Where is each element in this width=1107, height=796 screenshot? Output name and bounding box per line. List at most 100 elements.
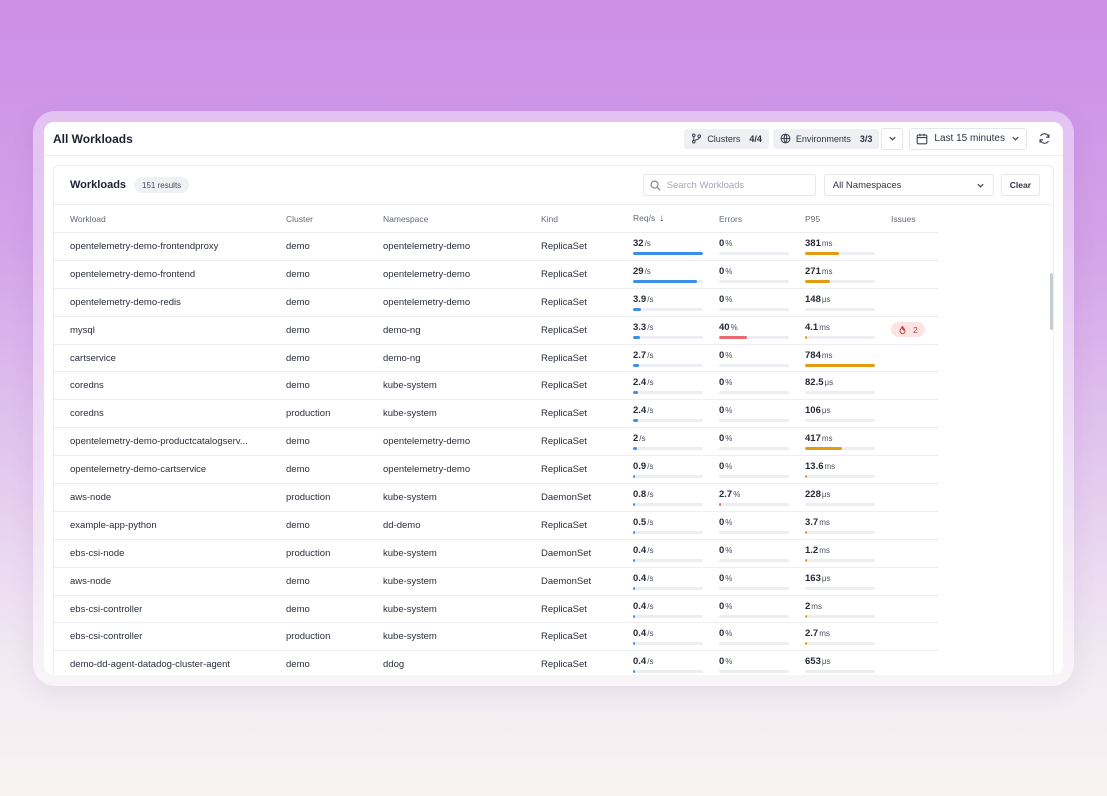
cluster-cell: demo [286,268,310,280]
column-header-workload[interactable]: Workload [70,213,106,224]
chevron-down-icon [977,183,984,188]
p95-latency-value: 381ms [805,238,875,249]
p95-latency-value: 2.7ms [805,628,875,639]
column-header-namespace[interactable]: Namespace [383,213,429,224]
time-range-picker[interactable]: Last 15 minutes [909,127,1027,150]
namespace-cell: opentelemetry-demo [383,240,471,252]
p95-latency-bar-track [805,307,875,311]
p95-latency-bar-fill [805,558,807,562]
column-header-cluster[interactable]: Cluster [286,213,313,224]
table-row[interactable]: opentelemetry-demo-cartservice demo opente… [54,456,939,485]
req-rate: 3.9/s [617,294,703,311]
table-row[interactable]: ebs-csi-controller demo kube-system Replica… [54,596,939,624]
namespace-cell: kube-system [383,575,437,587]
p95-latency-bar-track [805,642,875,646]
environments-filter[interactable]: Environments 3/3 [772,128,880,149]
p95-latency-unit: ms [811,601,822,611]
column-header-errors[interactable]: Errors [719,213,743,224]
req-rate-bar-track [633,363,703,367]
workloads-panel: Workloads 151 results All Namespaces Cle… [53,165,1054,675]
p95-latency-unit: ms [824,462,836,472]
req-rate-unit: /s [647,545,654,555]
req-rate-number: 0.4 [633,628,647,640]
p95-latency-bar-track [805,363,875,367]
req-rate-value: 0.5/s [633,517,703,528]
filter-expand-button[interactable] [881,127,904,150]
error-rate-number: 0 [719,516,725,528]
p95-latency-unit: ms [821,266,833,276]
kind-cell: DaemonSet [541,491,592,503]
error-rate: 40% [703,322,789,339]
table-row[interactable]: coredns production kube-system ReplicaSet 2.… [54,400,939,429]
error-rate-value: 0% [719,628,789,639]
req-rate: 32/s [617,238,703,255]
table-row[interactable]: coredns demo kube-system ReplicaSet 2.4/s 0% 8… [54,372,939,401]
p95-latency-bar-track [805,335,875,339]
error-rate-unit: % [725,462,733,472]
column-header-issues[interactable]: Issues [891,213,916,224]
column-header-reqs[interactable]: Req/s ↓ [617,213,703,224]
table-row[interactable]: opentelemetry-demo-redis demo opentelemetr… [54,289,939,317]
error-rate-bar-track [719,307,789,311]
req-rate-bar-track [633,279,703,283]
panel-title: Workloads [70,179,127,191]
cluster-cell: demo [286,296,310,308]
table-row[interactable]: example-app-python demo dd-demo ReplicaSet 0… [54,512,939,540]
error-rate-value: 0% [719,294,789,305]
clusters-filter[interactable]: Clusters 4/4 [684,128,769,149]
cluster-cell: demo [286,575,310,587]
req-rate: 0.4/s [617,628,703,646]
column-header-p95[interactable]: P95 [805,213,821,224]
table-row[interactable]: ebs-csi-node production kube-system DaemonS… [54,540,939,568]
req-rate-bar-fill [633,475,635,479]
p95-latency-number: 381 [805,237,821,249]
error-rate-unit: % [730,322,738,332]
table-row[interactable]: aws-node demo kube-system DaemonSet 0.4/s 0% 1… [54,568,939,596]
req-rate-number: 2.4 [633,377,647,389]
namespace-select[interactable]: All Namespaces [823,174,994,196]
search-input[interactable] [666,179,807,191]
refresh-button[interactable] [1033,128,1055,150]
p95-latency-bar-track [805,558,875,562]
issues-badge[interactable]: 2 [891,322,925,338]
req-rate: 2.4/s [617,405,703,423]
error-rate-bar-track [719,642,789,646]
clear-button[interactable]: Clear [1000,174,1040,196]
table-row[interactable]: ebs-csi-controller production kube-system R… [54,623,939,652]
table-row[interactable]: aws-node production kube-system DaemonSet 0.… [54,484,939,512]
p95-latency-value: 784ms [805,350,875,361]
error-rate-value: 0% [719,517,789,528]
p95-latency-value: 653μs [805,656,875,667]
req-rate-bar-track [633,419,703,423]
p95-latency: 784ms [789,350,875,367]
column-header-kind[interactable]: Kind [541,213,559,224]
error-rate-bar-track [719,447,789,451]
error-rate-value: 0% [719,377,789,388]
p95-latency-bar-track [805,502,875,506]
cluster-cell: demo [286,380,310,392]
table-scrollbar[interactable] [1050,273,1053,330]
req-rate-unit: /s [647,350,654,360]
p95-latency-number: 148 [805,293,821,305]
error-rate-bar-track [719,251,789,255]
p95-latency: 13.6ms [789,461,875,479]
namespace-cell: kube-system [383,547,437,559]
req-rate-unit: /s [644,266,651,276]
p95-latency-number: 82.5 [805,377,824,389]
error-rate-value: 0% [719,405,789,416]
clusters-count: 4/4 [749,133,762,144]
req-rate-number: 0.8 [633,488,647,500]
req-rate: 0.4/s [617,601,703,618]
p95-latency-value: 82.5μs [805,377,875,388]
table-row[interactable]: opentelemetry-demo-frontend demo opentelem… [54,261,939,289]
req-rate-unit: /s [639,434,646,444]
error-rate-value: 0% [719,601,789,612]
error-rate: 0% [703,601,789,618]
p95-latency: 2ms [789,601,875,618]
table-row[interactable]: demo-dd-agent-datadog-cluster-agent demo d… [54,651,939,675]
table-row[interactable]: mysql demo demo-ng ReplicaSet 3.3/s 40% 4.1ms 2 [54,317,939,345]
cluster-cell: demo [286,436,310,448]
table-row[interactable]: opentelemetry-demo-frontendproxy demo open… [54,233,939,261]
table-row[interactable]: cartservice demo demo-ng ReplicaSet 2.7/s 0% 7… [54,345,939,373]
table-row[interactable]: opentelemetry-demo-productcatalogserv...… [54,428,939,457]
